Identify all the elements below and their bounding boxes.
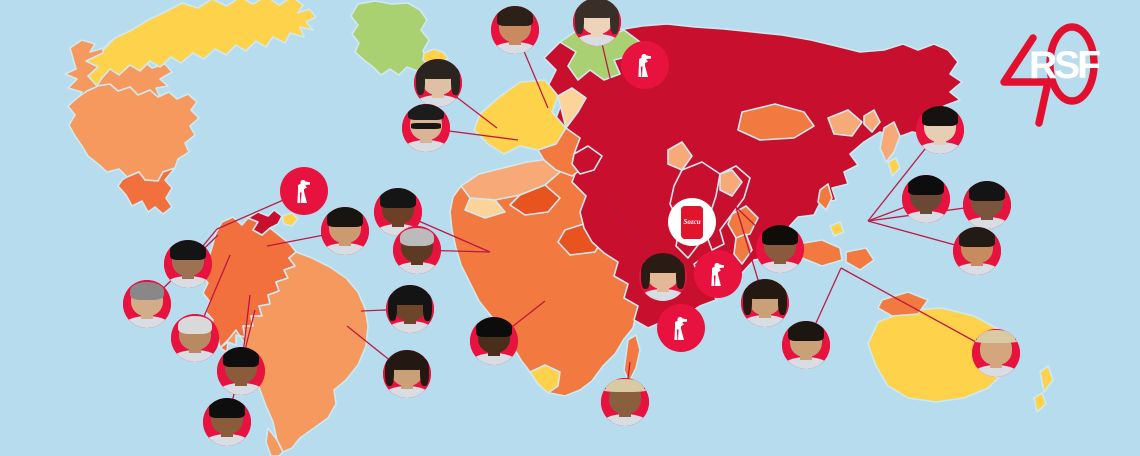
svg-text:RSF: RSF (1029, 44, 1100, 87)
